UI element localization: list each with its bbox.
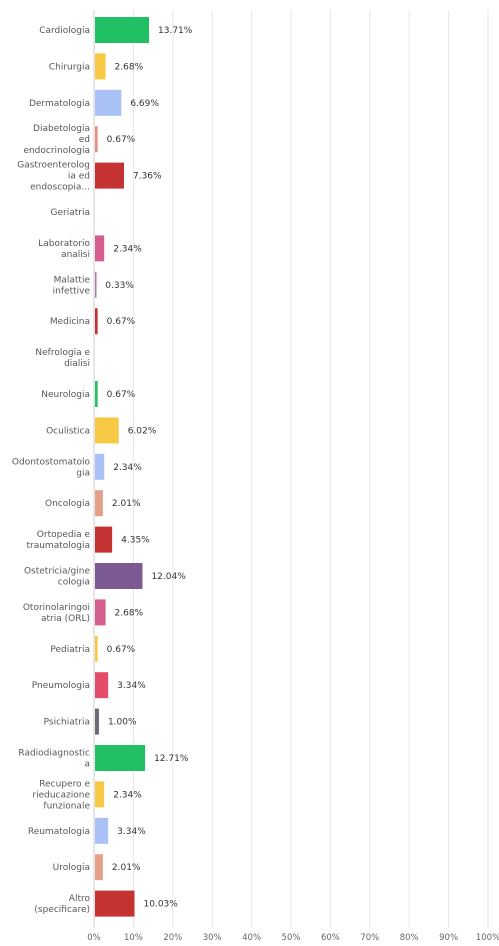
- value-label: 12.04%: [151, 572, 186, 582]
- bar: [95, 308, 98, 335]
- x-tick-label: 10%: [124, 933, 143, 943]
- bar: [95, 526, 113, 553]
- category-label: Neurologia: [41, 390, 90, 400]
- value-label: 6.02%: [128, 426, 157, 436]
- bar: [95, 781, 105, 808]
- category-label: Ostetricia/gine cologia: [24, 567, 90, 588]
- value-label: 2.68%: [115, 608, 144, 618]
- category-label: Nefrologia e dialisi: [35, 348, 90, 369]
- value-label: 1.00%: [108, 718, 137, 728]
- category-label: Urologia: [53, 863, 90, 873]
- category-label: Odontostomatolo gia: [12, 457, 91, 478]
- category-label: Altro (specificare): [34, 894, 90, 915]
- x-tick-label: 60%: [321, 933, 340, 943]
- bar: [95, 453, 105, 480]
- bar: [95, 17, 150, 43]
- category-label: Oncologia: [45, 499, 90, 509]
- bar: [95, 235, 105, 262]
- x-tick-label: 40%: [242, 933, 261, 943]
- bar: [95, 271, 97, 298]
- bar: [95, 162, 124, 189]
- category-label: Diabetologia ed endocrinologia: [23, 124, 90, 156]
- bar: [95, 672, 109, 699]
- category-label: Chirurgia: [49, 62, 90, 72]
- bar: [95, 890, 135, 917]
- value-label: 2.01%: [112, 863, 141, 873]
- category-label: Pediatria: [50, 645, 90, 655]
- x-tick-label: 90%: [439, 933, 458, 943]
- value-label: 3.34%: [117, 827, 146, 837]
- bar: [95, 708, 99, 735]
- x-tick-label: 30%: [203, 933, 222, 943]
- value-label: 6.69%: [130, 99, 159, 109]
- x-tick-label: 0%: [87, 933, 101, 943]
- value-label: 0.67%: [107, 317, 136, 327]
- value-label: 3.34%: [117, 681, 146, 691]
- category-label: Ortopedia e traumatologia: [26, 530, 90, 551]
- category-label: Geriatria: [51, 208, 90, 218]
- category-label: Laboratorio analisi: [38, 239, 90, 260]
- bar: [95, 745, 146, 771]
- value-label: 0.67%: [107, 645, 136, 655]
- bar: [95, 635, 98, 662]
- value-label: 0.33%: [105, 281, 134, 291]
- category-label: Gastroenterolog ia ed endoscopia...: [17, 161, 90, 193]
- value-label: 2.34%: [113, 790, 142, 800]
- value-label: 7.36%: [133, 172, 162, 182]
- value-label: 13.71%: [158, 26, 193, 36]
- x-tick-label: 20%: [163, 933, 182, 943]
- value-label: 2.68%: [115, 62, 144, 72]
- category-label: Malattie infettive: [53, 275, 91, 296]
- x-tick-label: 50%: [282, 933, 301, 943]
- value-label: 12.71%: [154, 754, 189, 764]
- x-tick-label: 70%: [360, 933, 379, 943]
- value-label: 4.35%: [121, 536, 150, 546]
- category-label: Radiodiagnostic a: [18, 749, 90, 770]
- bar: [95, 381, 98, 407]
- value-label: 2.34%: [113, 244, 142, 254]
- category-label: Otorinolaringoi atria (ORL): [23, 603, 90, 624]
- category-label: Reumatologia: [28, 827, 90, 837]
- bar: [95, 599, 106, 626]
- bar: [95, 89, 122, 116]
- value-label: 0.67%: [107, 390, 136, 400]
- value-label: 0.67%: [107, 135, 136, 145]
- bar: [95, 490, 103, 517]
- category-label: Dermatologia: [29, 99, 90, 109]
- value-label: 2.01%: [112, 499, 141, 509]
- value-label: 2.34%: [113, 463, 142, 473]
- bar: [95, 53, 106, 80]
- category-label: Pneumologia: [32, 681, 90, 691]
- bar: [95, 563, 143, 589]
- bar: [95, 817, 109, 844]
- category-label: Psichiatria: [44, 718, 90, 728]
- category-label: Medicina: [50, 317, 90, 327]
- x-tick-label: 80%: [400, 933, 419, 943]
- x-tick-label: 100%: [476, 933, 499, 943]
- category-label: Cardiologia: [39, 26, 90, 36]
- bar: [95, 417, 119, 444]
- bar: [95, 126, 98, 153]
- value-label: 10.03%: [144, 900, 179, 910]
- bar: [95, 854, 103, 881]
- category-label: Recupero e rieducazione funzionale: [32, 779, 90, 811]
- category-label: Oculistica: [46, 426, 90, 436]
